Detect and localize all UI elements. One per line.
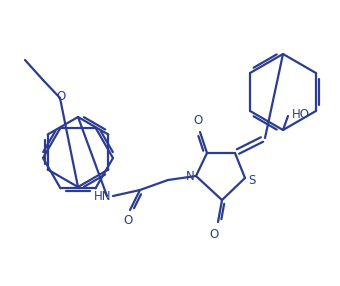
Text: S: S xyxy=(248,174,256,188)
Text: O: O xyxy=(123,214,133,227)
Text: O: O xyxy=(209,227,219,241)
Text: HO: HO xyxy=(292,108,310,122)
Text: HN: HN xyxy=(94,190,112,204)
Text: N: N xyxy=(186,170,194,182)
Text: O: O xyxy=(56,90,66,104)
Text: O: O xyxy=(193,114,203,128)
